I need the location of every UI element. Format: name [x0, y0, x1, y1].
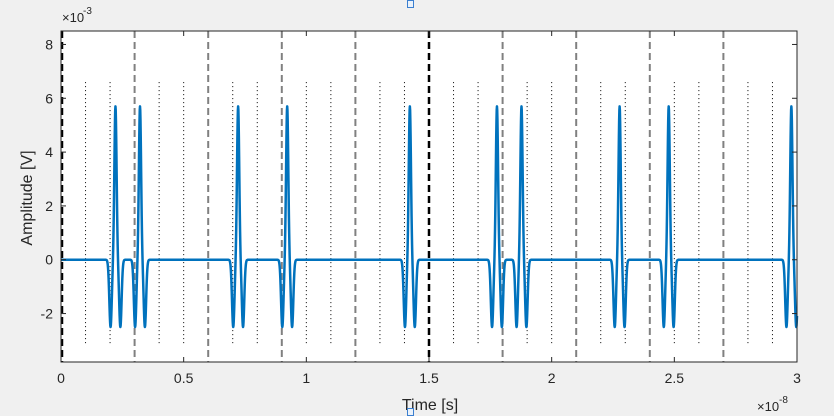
- y-tick-label: 4: [45, 144, 53, 160]
- y-axis-title: Amplitude [V]: [19, 150, 36, 245]
- top-resize-handle[interactable]: [407, 0, 414, 8]
- svg-text:-8: -8: [779, 395, 788, 406]
- x-tick-label: 2.5: [665, 370, 685, 386]
- y-exponent-label: ×10 -3: [62, 6, 92, 25]
- y-tick-label: 2: [45, 198, 53, 214]
- x-axis-ticks: 0 0.5 1 1.5 2 2.5 3: [57, 31, 801, 386]
- y-tick-label: 8: [45, 36, 53, 52]
- frame-boundary-lines: [60, 31, 431, 362]
- svg-text:-3: -3: [83, 6, 92, 17]
- y-tick-label: -2: [41, 306, 54, 322]
- x-tick-label: 0.5: [174, 370, 194, 386]
- x-axis-title: Time [s]: [402, 397, 458, 414]
- x-tick-label: 1: [302, 370, 310, 386]
- x-tick-label: 2: [548, 370, 556, 386]
- slot-boundary-lines: [133, 31, 725, 362]
- signal-series-line: [60, 105, 799, 329]
- x-tick-label: 1.5: [419, 370, 439, 386]
- y-axis-ticks: -2 0 2 4 6 8: [41, 36, 797, 322]
- x-exponent-label: ×10 -8: [757, 395, 788, 414]
- y-tick-label: 0: [45, 252, 53, 268]
- x-tick-label: 3: [793, 370, 801, 386]
- svg-text:×10: ×10: [62, 10, 84, 25]
- x-tick-label: 0: [57, 370, 65, 386]
- svg-text:×10: ×10: [757, 399, 779, 414]
- y-tick-label: 6: [45, 90, 53, 106]
